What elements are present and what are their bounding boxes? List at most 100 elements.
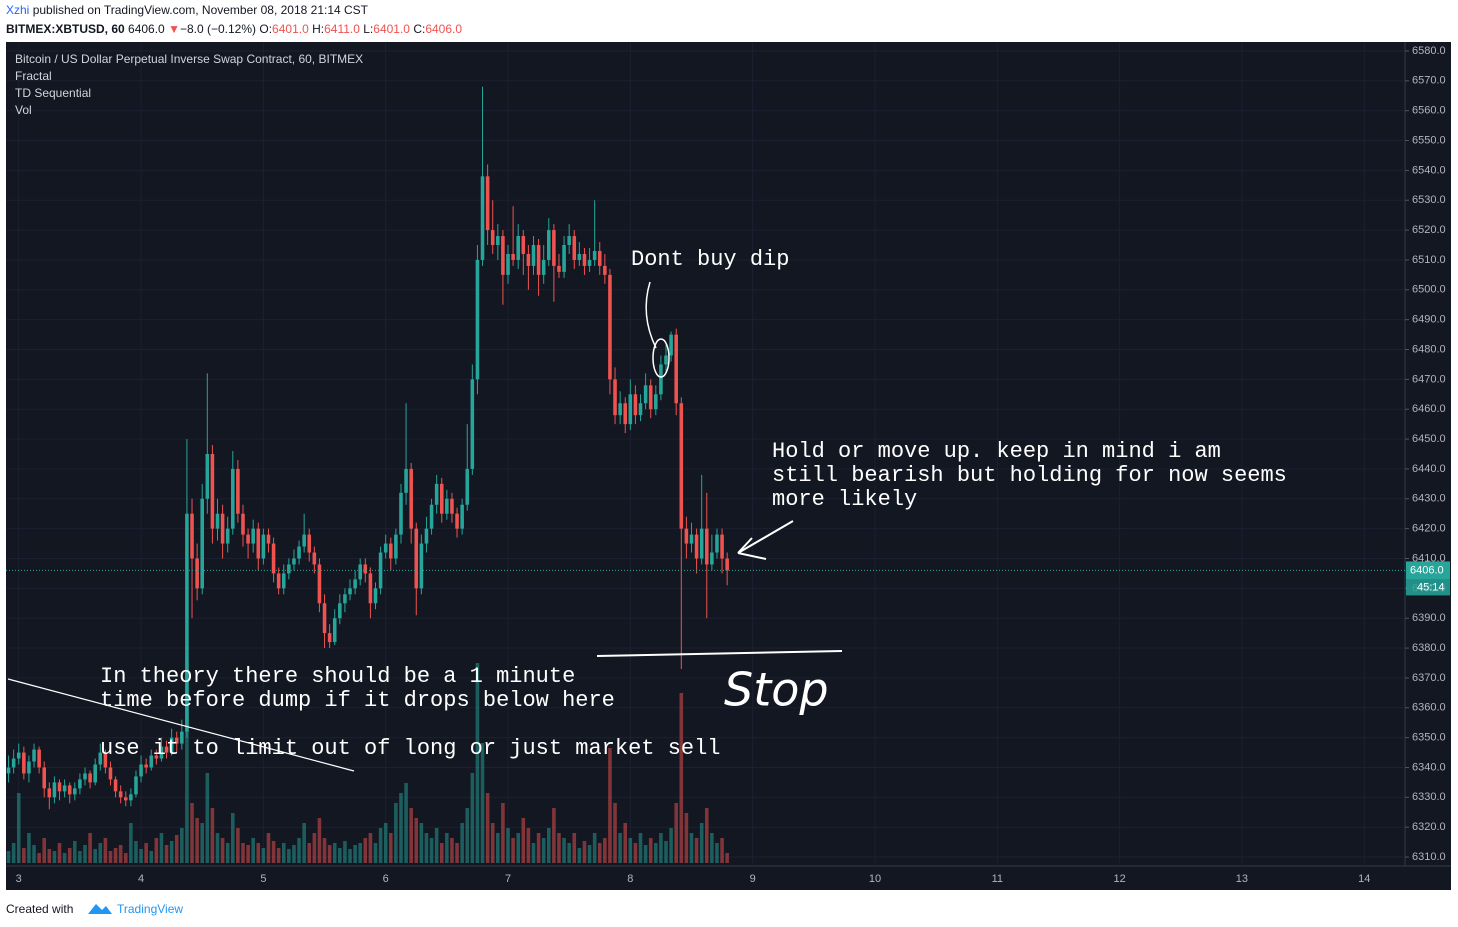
footer-created: Created with <box>6 902 73 916</box>
candle-body <box>378 552 383 589</box>
volume-bar <box>271 841 276 863</box>
candle-body <box>694 534 699 559</box>
volume-bar <box>205 773 210 863</box>
x-tick-label: 13 <box>1236 873 1248 885</box>
candle-body <box>11 758 16 768</box>
y-tick-label: 6360.0 <box>1412 702 1446 714</box>
volume-bar <box>322 838 327 863</box>
candle-body <box>546 230 551 260</box>
candle-body <box>78 779 82 789</box>
candle-body <box>664 355 668 365</box>
candle-body <box>144 764 148 768</box>
candle-body <box>557 265 561 272</box>
candle-body <box>57 782 62 792</box>
volume-bar <box>485 793 490 863</box>
candle-body <box>475 259 480 380</box>
candle-body <box>496 236 500 246</box>
volume-bar <box>261 848 266 863</box>
candle-body <box>490 230 495 246</box>
annotation: time before dump if it drops below here <box>100 688 615 713</box>
ohlc-o: 6401.0 <box>272 22 309 36</box>
candle-body <box>603 265 607 275</box>
candle-body <box>608 274 612 380</box>
volume-bar <box>149 851 154 863</box>
candle-body <box>506 253 510 275</box>
volume-bar <box>343 841 347 863</box>
x-tick-label: 4 <box>138 873 144 885</box>
volume-bar <box>501 803 505 863</box>
candle-body <box>419 543 424 589</box>
y-tick-label: 6370.0 <box>1412 672 1446 684</box>
volume-bar <box>648 838 653 863</box>
volume-bar <box>185 663 189 863</box>
volume-bar <box>659 833 663 863</box>
candle-body <box>424 528 429 544</box>
candle-body <box>312 552 317 565</box>
y-tick-label: 6530.0 <box>1412 194 1446 206</box>
candle-body <box>108 767 113 780</box>
volume-bar <box>399 793 403 863</box>
volume-bar <box>266 833 271 863</box>
volume-bar <box>546 828 551 863</box>
volume-bar <box>664 841 668 863</box>
candle-body <box>368 573 373 604</box>
volume-bar <box>57 843 62 863</box>
volume-bar <box>531 843 536 863</box>
circle-mark <box>652 338 670 378</box>
candle-body <box>643 385 648 404</box>
candle-body <box>215 513 220 529</box>
candle-body <box>332 618 337 643</box>
candle-body <box>261 534 266 559</box>
candle-body <box>414 528 419 589</box>
candle-body <box>190 513 194 559</box>
volume-bar <box>480 743 485 863</box>
candle-body <box>684 528 689 544</box>
candle-body <box>373 588 378 604</box>
candle-body <box>531 245 536 266</box>
ohlc-l: 6401.0 <box>373 22 410 36</box>
candle-body <box>225 528 230 544</box>
candle-body <box>16 752 21 759</box>
volume-bar <box>368 833 373 863</box>
volume-bar <box>190 803 194 863</box>
volume-bar <box>490 823 495 863</box>
candle-body <box>200 498 205 589</box>
candle-body <box>511 253 515 260</box>
trend-line <box>7 678 355 772</box>
volume-bar <box>358 843 362 863</box>
volume-bar <box>587 845 592 863</box>
ohlc-o-key: O: <box>259 22 272 36</box>
candle-body <box>32 749 36 762</box>
candle-body <box>450 498 454 514</box>
candle-body <box>501 236 505 275</box>
x-tick-label: 3 <box>16 873 22 885</box>
volume-bar <box>424 833 429 863</box>
candle-body <box>674 334 678 404</box>
y-tick-label: 6510.0 <box>1412 254 1446 266</box>
y-tick-label: 6340.0 <box>1412 761 1446 773</box>
y-tick-label: 6410.0 <box>1412 552 1446 564</box>
y-tick-label: 6520.0 <box>1412 224 1446 236</box>
volume-bar <box>394 803 398 863</box>
candle-body <box>210 454 215 529</box>
volume-bar <box>455 843 459 863</box>
y-tick-label: 6560.0 <box>1412 105 1446 117</box>
candle-body <box>562 245 566 272</box>
volume-bar <box>623 823 628 863</box>
candle-body <box>480 176 485 260</box>
candle-body <box>648 385 653 410</box>
volume-bar <box>541 838 546 863</box>
volume-bar <box>526 828 531 863</box>
volume-bar <box>292 845 296 863</box>
chart-panel <box>6 42 1451 890</box>
candle-body <box>241 513 245 535</box>
price-label: 6406.0 <box>1410 564 1444 576</box>
candle-body <box>52 782 57 798</box>
volume-bar <box>11 843 16 863</box>
countdown: 45:14 <box>1417 581 1445 593</box>
y-tick-label: 6580.0 <box>1412 45 1446 57</box>
volume-bar <box>98 843 103 863</box>
volume-bar <box>348 849 352 863</box>
candle-body <box>526 253 531 266</box>
